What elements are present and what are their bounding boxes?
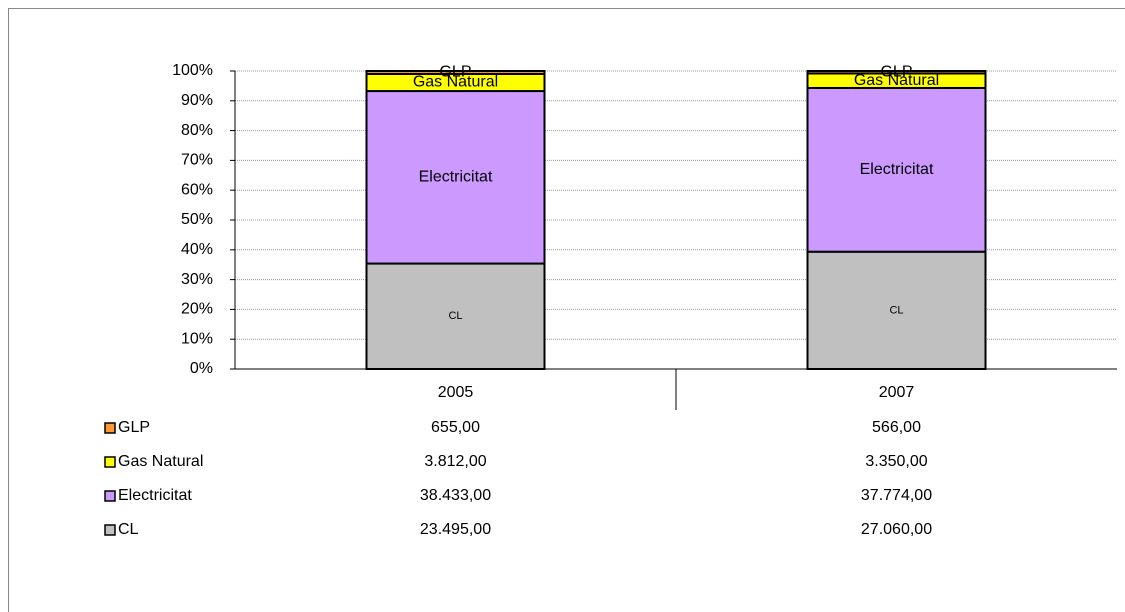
table-value: 37.774,00 bbox=[861, 487, 932, 504]
segment-label: GLP bbox=[880, 63, 912, 80]
legend-label: Electricitat bbox=[118, 487, 192, 504]
legend-label: Gas Natural bbox=[118, 453, 203, 470]
segment-label: Electricitat bbox=[419, 169, 493, 186]
legend-swatch bbox=[104, 456, 116, 468]
y-tick-label: 30% bbox=[181, 271, 213, 288]
bar-segment bbox=[806, 250, 987, 370]
bar-segment bbox=[806, 70, 987, 75]
y-tick-label: 40% bbox=[181, 241, 213, 258]
y-tick-label: 80% bbox=[181, 122, 213, 139]
legend-swatch bbox=[104, 422, 116, 434]
table-value: 655,00 bbox=[431, 419, 480, 436]
y-tick-label: 0% bbox=[190, 360, 213, 377]
x-tick-label: 2007 bbox=[879, 384, 915, 401]
y-tick-label: 50% bbox=[181, 211, 213, 228]
table-value: 3.812,00 bbox=[424, 453, 486, 470]
legend-swatch bbox=[104, 490, 116, 502]
legend-label: CL bbox=[118, 521, 139, 538]
segment-label: GLP bbox=[439, 64, 471, 81]
table-value: 27.060,00 bbox=[861, 521, 932, 538]
bar-segment bbox=[365, 262, 546, 371]
legend-swatch bbox=[104, 524, 116, 536]
table-value: 3.350,00 bbox=[865, 453, 927, 470]
table-value: 23.495,00 bbox=[420, 521, 491, 538]
segment-label: CL bbox=[448, 310, 462, 322]
segment-label: Gas Natural bbox=[854, 72, 939, 89]
bar-segment bbox=[806, 86, 987, 253]
x-tick-label: 2005 bbox=[438, 384, 474, 401]
segment-label: Electricitat bbox=[860, 161, 934, 178]
bar-segment bbox=[365, 90, 546, 265]
table-value: 566,00 bbox=[872, 419, 921, 436]
y-tick-label: 20% bbox=[181, 301, 213, 318]
legend-label: GLP bbox=[118, 419, 150, 436]
bar-segment bbox=[365, 70, 546, 75]
y-tick-label: 60% bbox=[181, 181, 213, 198]
segment-label: Gas Natural bbox=[413, 74, 498, 91]
y-tick-label: 100% bbox=[172, 62, 213, 79]
y-tick-label: 70% bbox=[181, 152, 213, 169]
segment-label: CL bbox=[889, 304, 903, 316]
table-value: 38.433,00 bbox=[420, 487, 491, 504]
y-tick-label: 90% bbox=[181, 92, 213, 109]
y-tick-label: 10% bbox=[181, 330, 213, 347]
